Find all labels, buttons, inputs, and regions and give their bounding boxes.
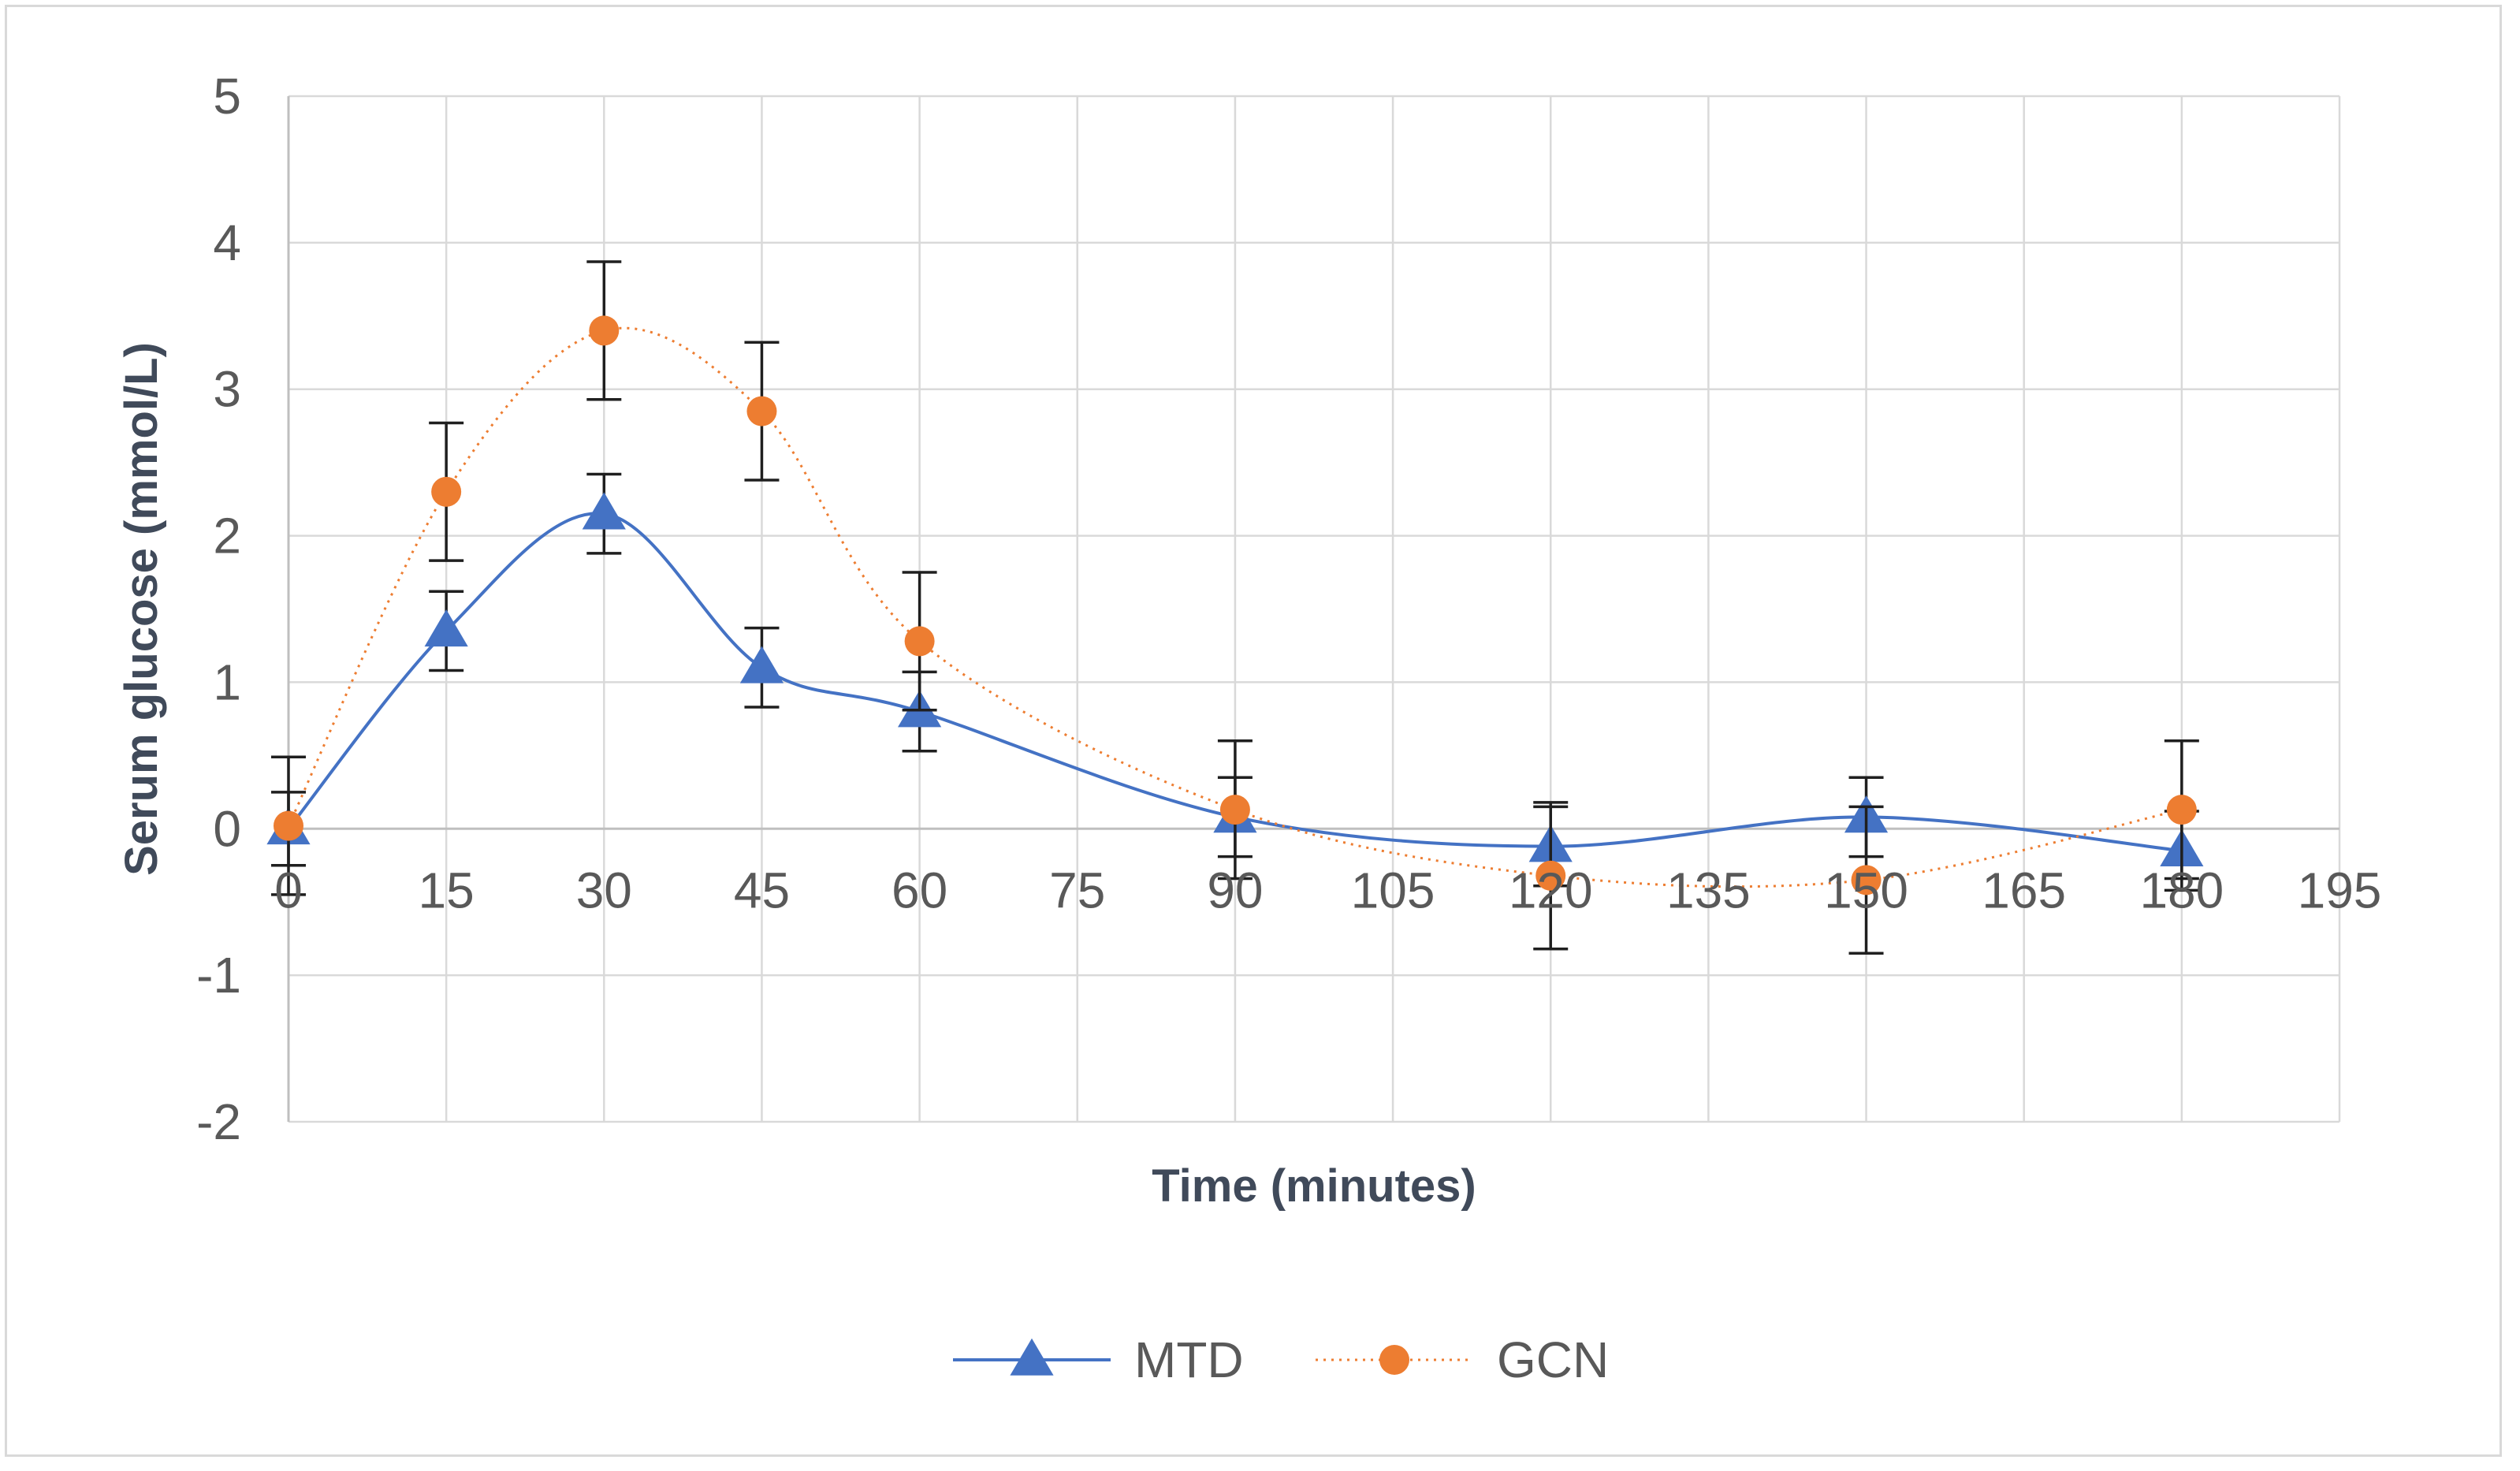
legend-marker-mtd <box>1010 1338 1054 1376</box>
series-line-gcn <box>287 326 2183 888</box>
data-point-mtd <box>582 472 626 555</box>
y-tick-label: 2 <box>213 508 241 564</box>
marker-gcn <box>1219 795 1250 825</box>
x-tick-label: 30 <box>576 862 632 918</box>
x-tick-label: 150 <box>1824 862 1908 918</box>
x-tick-label: 60 <box>891 862 947 918</box>
y-tick-label: 3 <box>213 361 241 418</box>
data-point-gcn <box>1848 805 1884 955</box>
x-tick-label: 90 <box>1207 862 1263 918</box>
data-point-gcn <box>586 260 622 401</box>
y-tick-label: 1 <box>213 654 241 710</box>
x-tick-label: 45 <box>734 862 790 918</box>
y-tick-label: -1 <box>196 947 241 1004</box>
data-point-mtd <box>739 626 784 709</box>
x-tick-label: 75 <box>1049 862 1105 918</box>
data-point-gcn <box>2164 739 2199 881</box>
marker-gcn <box>589 315 620 346</box>
data-point-gcn <box>1533 801 1569 951</box>
gridlines <box>287 95 2341 1123</box>
data-point-gcn <box>1217 739 1253 881</box>
series-line-mtd <box>287 512 2183 853</box>
legend-item-mtd[interactable]: MTD <box>953 1331 1244 1388</box>
data-point-gcn <box>902 571 937 712</box>
marker-gcn <box>746 396 777 426</box>
marker-mtd <box>424 609 468 647</box>
x-tick-label: 0 <box>274 862 303 918</box>
y-tick-label: 4 <box>213 214 241 271</box>
data-point-mtd <box>424 590 468 672</box>
series-plot-area <box>266 260 2204 955</box>
marker-gcn <box>274 810 303 841</box>
marker-gcn <box>904 626 935 657</box>
legend-item-gcn[interactable]: GCN <box>1316 1331 1609 1388</box>
marker-gcn <box>2166 795 2197 825</box>
legend-label-mtd: MTD <box>1134 1331 1244 1388</box>
y-tick-label: 5 <box>213 68 241 125</box>
y-tick-label: 0 <box>213 800 241 857</box>
x-axis-title: Time (minutes) <box>1152 1160 1476 1212</box>
marker-mtd <box>582 492 626 530</box>
marker-gcn <box>1851 865 1882 896</box>
legend[interactable]: MTD GCN <box>953 1331 1609 1388</box>
y-tick-label: -2 <box>196 1093 241 1150</box>
data-point-gcn <box>744 341 780 482</box>
x-tick-label: 135 <box>1666 862 1751 918</box>
data-point-gcn <box>429 421 464 562</box>
x-tick-label: 165 <box>1982 862 2066 918</box>
legend-label-gcn: GCN <box>1497 1331 1609 1388</box>
y-axis-title: Serum glucose (mmol/L) <box>116 342 167 876</box>
x-tick-label: 105 <box>1351 862 1435 918</box>
x-tick-label: 180 <box>2139 862 2224 918</box>
x-tick-label: 195 <box>2298 862 2382 918</box>
chart-frame: -2 -1 0 1 2 3 4 5 0 15 30 45 60 75 90 105 120 135 150 165 18… <box>5 5 2502 1457</box>
x-tick-label: 15 <box>419 862 475 918</box>
axes <box>287 96 2339 1122</box>
data-point-gcn <box>271 755 306 896</box>
marker-mtd <box>739 646 784 683</box>
marker-gcn <box>431 476 462 507</box>
x-tick-label: 120 <box>1509 862 1593 918</box>
legend-marker-gcn <box>1379 1345 1409 1375</box>
marker-gcn <box>1535 860 1566 891</box>
